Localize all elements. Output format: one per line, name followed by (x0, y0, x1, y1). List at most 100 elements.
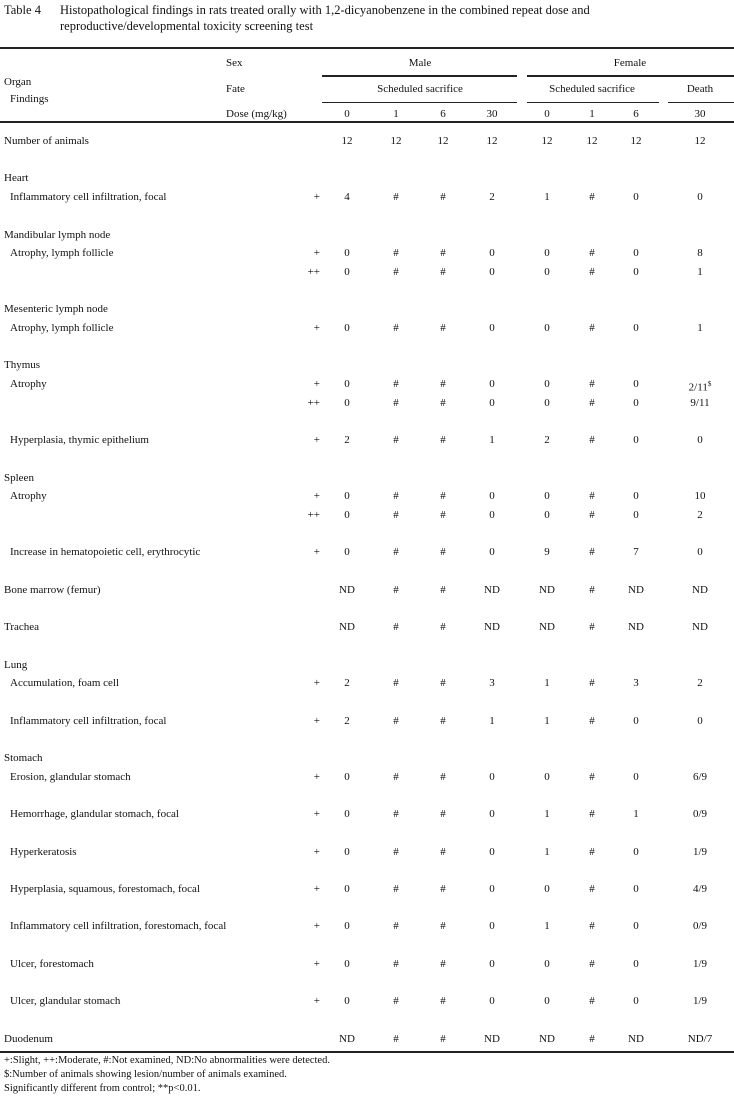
cell-value: 8 (697, 247, 703, 260)
cell-value: 0 (544, 396, 550, 409)
cell-value: ND (484, 583, 500, 596)
cell-value: 0 (489, 490, 495, 503)
cell-value: 0 (633, 378, 639, 391)
cell-value: ND (339, 583, 355, 596)
cell-value: 0 (633, 265, 639, 278)
cell-value: 0 (633, 770, 639, 783)
cell-value: # (440, 247, 446, 260)
cell-value: 4 (344, 191, 350, 204)
cell-value: 0 (633, 247, 639, 260)
organ-name: Heart (4, 172, 29, 185)
grade-label: + (313, 995, 320, 1008)
female-header: Female (613, 57, 647, 69)
cell-value: ND (692, 621, 708, 634)
cell-value: # (440, 378, 446, 391)
cell-value: 0 (633, 322, 639, 334)
grade-label: + (313, 247, 320, 260)
cell-value: 9/11 (690, 396, 710, 409)
cell-value: 0 (633, 883, 639, 895)
cell-value: # (393, 191, 399, 204)
cell-value: # (393, 378, 399, 391)
cell-value: # (440, 714, 446, 727)
table-caption: Table 4 Histopathological findings in rat… (4, 2, 590, 34)
cell-value: 0 (544, 957, 550, 970)
cell-value: 0 (489, 770, 495, 783)
cell-value: 0 (344, 509, 350, 521)
cell-value: 0 (697, 546, 703, 559)
footnote: +:Slight, ++:Moderate, #:Not examined, N… (4, 1055, 330, 1066)
finding-name: Ulcer, forestomach (10, 957, 94, 970)
cell-value: # (440, 509, 446, 521)
cell-value: # (440, 434, 446, 447)
cell-value: 9 (544, 546, 550, 559)
cell-value: ND (628, 1032, 644, 1045)
male-fate: Scheduled sacrifice (377, 83, 463, 95)
footnotes: +:Slight, ++:Moderate, #:Not examined, N… (4, 1054, 330, 1096)
cell-value: # (589, 770, 595, 783)
cell-value: 0 (697, 434, 703, 447)
cell-value: 2 (697, 509, 703, 521)
cell-value: # (440, 920, 446, 933)
cell-value: # (589, 845, 595, 858)
cell-value: 0 (344, 378, 350, 391)
number-of-animals-label: Number of animals (4, 135, 89, 147)
cell-value: 7 (633, 546, 639, 559)
cell-value: 0 (489, 920, 495, 933)
grade-label: + (313, 322, 320, 334)
cell-value: 2/11$ (689, 377, 712, 395)
grade-label: ++ (307, 509, 320, 521)
cell-value: 0 (633, 490, 639, 503)
grade-label: + (313, 883, 320, 895)
cell-value: 10 (694, 490, 706, 503)
cell-value: # (440, 396, 446, 409)
cell-value: # (589, 490, 595, 503)
organ-name: Spleen (4, 471, 34, 484)
cell-value: 0 (633, 714, 639, 727)
footnote: $:Number of animals showing lesion/numbe… (4, 1069, 287, 1080)
cell-value: 0 (489, 265, 495, 278)
cell-value: # (393, 808, 399, 821)
cell-value: # (440, 770, 446, 783)
male-rule (322, 75, 517, 77)
grade-label: + (313, 490, 320, 503)
cell-value: # (589, 396, 595, 409)
finding-name: Hemorrhage, glandular stomach, focal (10, 808, 179, 821)
cell-value: 1 (544, 845, 550, 858)
cell-value: 0 (344, 995, 350, 1008)
female-death: Death (686, 83, 714, 95)
cell-value: # (589, 583, 595, 596)
cell-value: 0 (544, 883, 550, 895)
cell-value: 0 (544, 995, 550, 1008)
cell-value: # (589, 621, 595, 634)
organ-name: Mandibular lymph node (4, 228, 111, 241)
cell-value: ND (484, 621, 500, 634)
cell-value: # (393, 920, 399, 933)
grade-label: + (313, 677, 320, 690)
fate-label: Fate (226, 83, 245, 95)
dose-value: 30 (694, 108, 706, 120)
cell-value: # (440, 808, 446, 821)
header-bottom-rule (0, 121, 734, 123)
table-top-rule (0, 47, 734, 49)
cell-value: # (589, 265, 595, 278)
cell-value: ND (539, 583, 555, 596)
cell-value: # (440, 995, 446, 1008)
cell-value: # (589, 808, 595, 821)
grade-label: + (313, 920, 320, 933)
cell-value: 0 (344, 957, 350, 970)
cell-value: 1 (489, 434, 495, 447)
cell-value: 0 (544, 770, 550, 783)
cell-value: # (440, 490, 446, 503)
caption-line-1: Histopathological findings in rats treat… (60, 3, 590, 17)
organ-name: Mesenteric lymph node (4, 303, 108, 316)
cell-value: 0 (489, 247, 495, 260)
cell-value: 0 (344, 808, 350, 821)
organ-name: Lung (4, 658, 28, 671)
female-fate-rule (527, 102, 659, 103)
cell-value: # (393, 770, 399, 783)
cell-value: # (589, 247, 595, 260)
cell-value: 0 (489, 883, 495, 895)
cell-value: 0 (489, 957, 495, 970)
cell-value-text: 2/11 (688, 381, 708, 394)
cell-value: 0 (489, 396, 495, 409)
